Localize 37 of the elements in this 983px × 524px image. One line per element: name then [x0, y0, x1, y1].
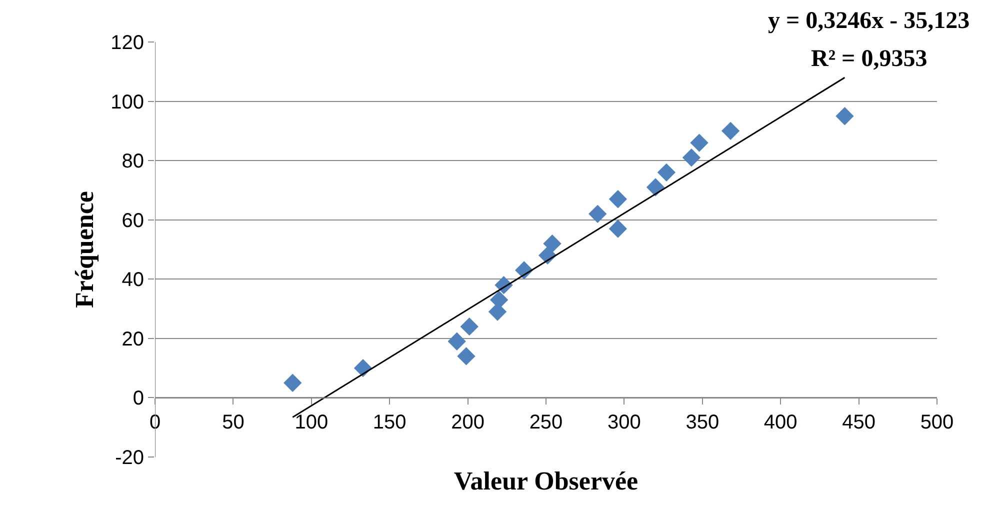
y-axis-title: Fréquence	[70, 191, 99, 308]
point	[457, 347, 476, 366]
point	[608, 190, 628, 208]
x-tick-label: 450	[842, 412, 876, 434]
point	[721, 122, 740, 140]
x-tick-label: 200	[451, 412, 484, 434]
point	[460, 317, 478, 336]
point	[646, 178, 665, 196]
y-tick-label: 20	[122, 328, 144, 350]
x-tick-label: 0	[149, 412, 161, 434]
point	[284, 374, 302, 392]
text: y = 0,3246x - 35,123	[768, 8, 970, 34]
x-tick-label: 350	[686, 412, 720, 434]
x-tick-label: 50	[222, 412, 244, 434]
point	[682, 148, 701, 167]
annotation: R² = 0,9353	[811, 46, 928, 72]
point	[690, 134, 708, 152]
x-tick-label: 500	[920, 412, 954, 434]
y-tick-label: 100	[110, 91, 144, 114]
point	[608, 220, 628, 238]
point	[448, 332, 466, 350]
x-tick-label: 400	[764, 412, 798, 434]
point	[657, 163, 676, 182]
x-tick-label: 250	[529, 412, 563, 434]
x-tick-label: 300	[608, 412, 641, 434]
x-tick-label: 100	[294, 412, 328, 434]
point	[836, 107, 854, 126]
y-tick-label: 0	[132, 388, 144, 410]
y-tick-label: 120	[110, 32, 144, 54]
y-tick-label: -20	[115, 447, 144, 469]
x-axis-title: Valeur Observée	[454, 466, 638, 496]
y-tick-label: 40	[122, 269, 144, 292]
point	[543, 234, 562, 253]
point	[588, 204, 607, 224]
y-tick-label: 60	[122, 210, 144, 232]
y-tick-label: 80	[122, 150, 144, 173]
x-tick-label: 150	[372, 412, 406, 434]
